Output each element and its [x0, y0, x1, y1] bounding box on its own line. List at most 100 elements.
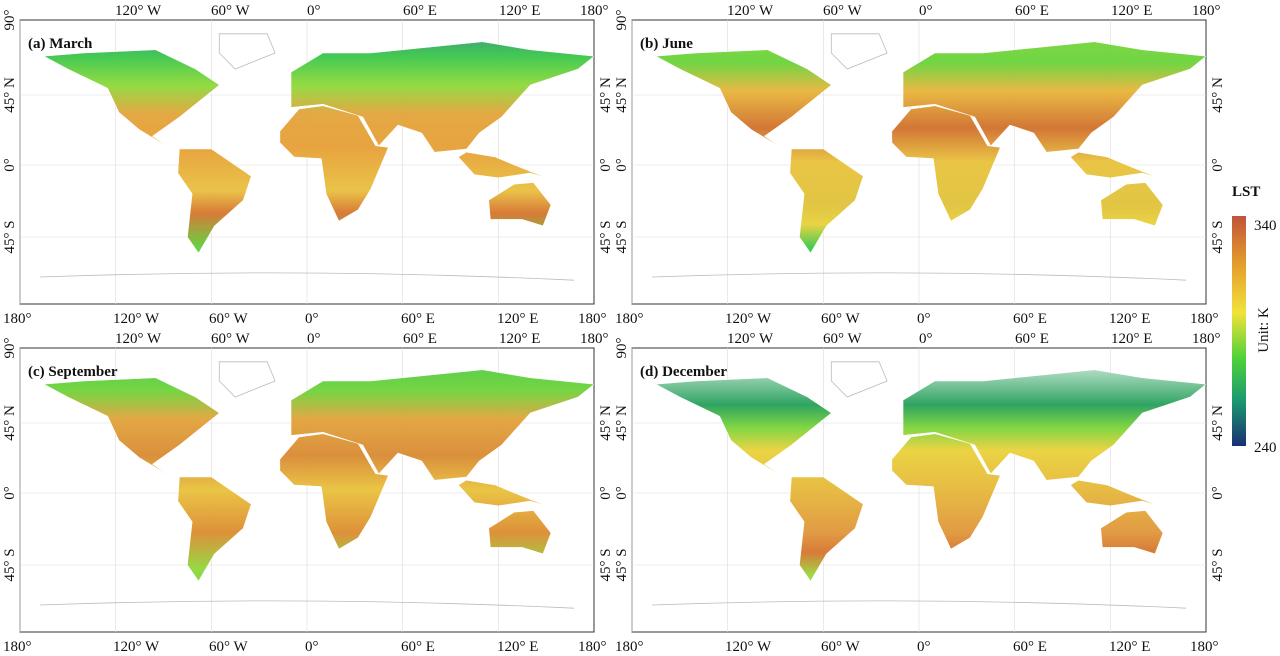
lon-label-top: 120° E — [499, 3, 540, 19]
land — [1070, 479, 1159, 507]
antarctica — [651, 600, 1187, 609]
land — [458, 151, 547, 179]
lon-label-top: 120° W — [727, 3, 774, 19]
lat-label-left: 90° — [2, 338, 18, 359]
land — [488, 510, 552, 555]
land — [177, 476, 252, 582]
land — [488, 182, 552, 227]
lat-label-right: 45° N — [1210, 405, 1226, 441]
lon-label-bottom: 120° E — [497, 311, 538, 327]
lon-label-bottom: 60° W — [821, 311, 860, 327]
land — [902, 41, 1207, 153]
lon-label-bottom: 0° — [305, 639, 319, 655]
lat-label-left: 45° S — [614, 548, 630, 581]
colorbar-unit: Unit: K — [1256, 307, 1272, 353]
greenland — [218, 361, 276, 398]
lat-label-right: 45° S — [598, 220, 614, 253]
land — [290, 369, 595, 481]
antarctica — [39, 272, 575, 281]
lon-label-top: 120° E — [1111, 3, 1152, 19]
lat-label-left: 45° N — [2, 77, 18, 113]
land — [1100, 182, 1164, 227]
lon-label-top: 0° — [919, 3, 933, 19]
land — [43, 377, 220, 478]
lon-label-top: 60° W — [823, 3, 862, 19]
land — [655, 377, 832, 478]
lon-label-top: 60° E — [403, 3, 437, 19]
lon-label-bottom: 120° E — [1109, 639, 1150, 655]
lon-label-top: 180° — [1192, 3, 1221, 19]
lat-label-left: 0° — [2, 158, 18, 172]
land — [902, 369, 1207, 481]
land — [177, 148, 252, 254]
colorbar — [1232, 216, 1246, 446]
lat-label-left: 90° — [614, 338, 630, 359]
lat-label-right: 45° N — [1210, 77, 1226, 113]
colorbar-title: LST — [1232, 184, 1260, 200]
lon-label-bottom: 0° — [917, 639, 931, 655]
lat-label-left: 45° S — [2, 548, 18, 581]
antarctica — [651, 272, 1187, 281]
lat-label-left: 45° N — [2, 405, 18, 441]
lon-label-bottom: 120° E — [497, 639, 538, 655]
lon-label-top: 120° W — [727, 331, 774, 347]
lon-label-top: 120° E — [499, 331, 540, 347]
land — [290, 41, 595, 153]
lon-label-bottom: 180° — [1190, 311, 1219, 327]
lon-label-bottom: 60° E — [401, 639, 435, 655]
colorbar-max: 340 — [1254, 218, 1277, 234]
lon-label-bottom: 60° W — [821, 639, 860, 655]
lon-label-top: 60° E — [403, 331, 437, 347]
lon-label-top: 0° — [307, 331, 321, 347]
lat-label-left: 45° S — [2, 220, 18, 253]
lat-label-left: 90° — [614, 10, 630, 31]
land — [891, 433, 1001, 550]
lat-label-right: 0° — [1210, 158, 1226, 172]
lat-label-right: 0° — [598, 158, 614, 172]
lon-label-bottom: 0° — [305, 311, 319, 327]
lon-label-bottom: 120° W — [113, 311, 160, 327]
lat-label-left: 45° N — [614, 77, 630, 113]
lon-label-top: 60° W — [211, 331, 250, 347]
lon-label-bottom: 180° — [578, 639, 607, 655]
lat-label-right: 45° S — [598, 548, 614, 581]
lon-label-bottom: 180° — [3, 639, 32, 655]
lon-label-top: 120° W — [115, 3, 162, 19]
lon-label-top: 0° — [919, 331, 933, 347]
lon-label-bottom: 180° — [615, 639, 644, 655]
lon-label-bottom: 180° — [615, 311, 644, 327]
antarctica — [39, 600, 575, 609]
lon-label-bottom: 120° W — [725, 311, 772, 327]
greenland — [218, 33, 276, 70]
colorbar-min: 240 — [1254, 440, 1277, 456]
lat-label-left: 0° — [614, 158, 630, 172]
lon-label-bottom: 60° W — [209, 639, 248, 655]
lon-label-bottom: 180° — [1190, 639, 1219, 655]
lat-label-right: 0° — [598, 486, 614, 500]
lat-label-right: 45° N — [598, 77, 614, 113]
land — [43, 49, 220, 150]
lon-label-top: 60° W — [823, 331, 862, 347]
lat-label-left: 45° N — [614, 405, 630, 441]
lat-label-left: 0° — [614, 486, 630, 500]
lon-label-bottom: 60° E — [1013, 639, 1047, 655]
greenland — [830, 33, 888, 70]
lat-label-left: 45° S — [614, 220, 630, 253]
land — [789, 148, 864, 254]
lon-label-bottom: 0° — [917, 311, 931, 327]
land — [458, 479, 547, 507]
lon-label-top: 180° — [1192, 331, 1221, 347]
lon-label-top: 120° E — [1111, 331, 1152, 347]
lon-label-top: 60° E — [1015, 331, 1049, 347]
lon-label-top: 60° W — [211, 3, 250, 19]
lon-label-bottom: 60° E — [401, 311, 435, 327]
lon-label-top: 60° E — [1015, 3, 1049, 19]
lat-label-right: 45° S — [1210, 548, 1226, 581]
lon-label-top: 180° — [580, 331, 609, 347]
land — [655, 49, 832, 150]
land — [279, 433, 389, 550]
panel-title: (d) December — [640, 364, 727, 380]
lat-label-right: 45° S — [1210, 220, 1226, 253]
lon-label-bottom: 180° — [3, 311, 32, 327]
